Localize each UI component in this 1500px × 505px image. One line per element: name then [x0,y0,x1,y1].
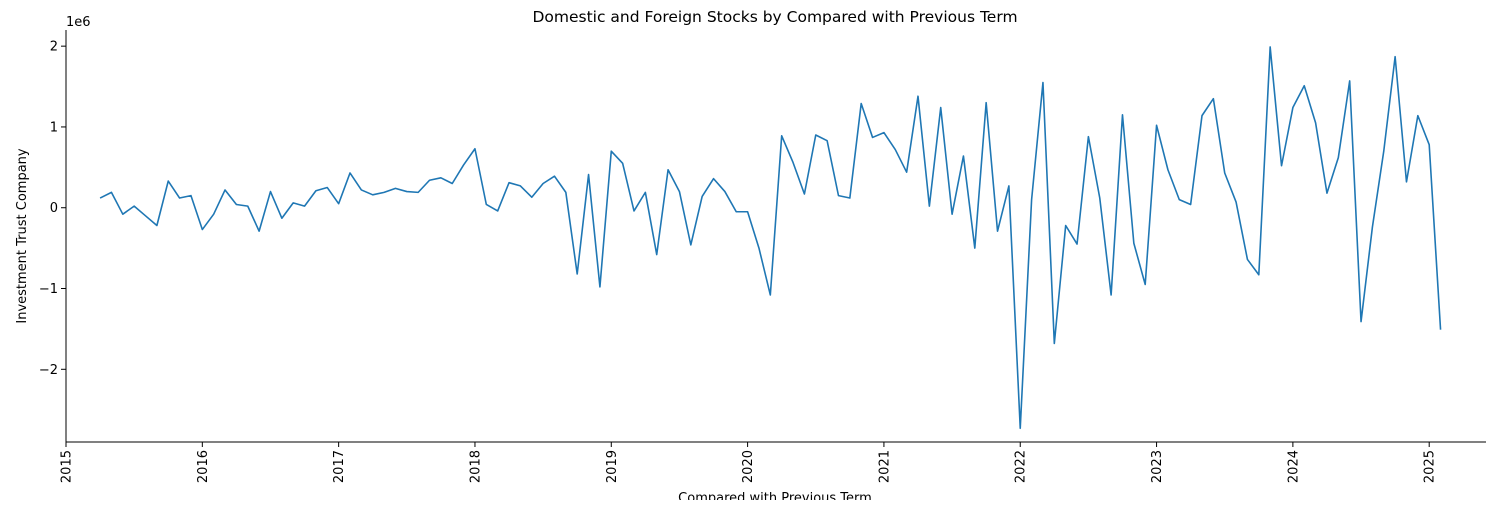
x-tick-label: 2023 [1150,450,1165,483]
y-axis-multiplier: 1e6 [66,15,91,30]
series-line [99,46,1442,430]
y-tick-label: 0 [50,201,58,216]
x-tick-label: 2016 [196,450,211,483]
y-ticks: −2 −1 0 1 2 [39,40,66,378]
x-tick-label: 2024 [1286,450,1301,483]
chart-title: Domestic and Foreign Stocks by Compared … [532,8,1017,26]
y-axis-label: Investment Trust Company [15,148,30,324]
x-tick-label: 2025 [1423,450,1438,483]
x-ticks: 2015 2016 2017 2018 2019 2020 2021 2022 2023 2024… [60,442,1438,483]
x-axis-label: Compared with Previous Term [678,491,872,500]
x-tick-label: 2017 [332,450,347,483]
y-tick-label: 2 [50,40,58,55]
x-tick-label: 2022 [1014,450,1029,483]
x-tick-label: 2021 [877,450,892,483]
y-tick-label: −1 [39,282,58,297]
x-tick-label: 2019 [605,450,620,483]
y-tick-label: −2 [39,363,58,378]
y-tick-label: 1 [50,120,58,135]
x-tick-label: 2018 [468,450,483,483]
x-tick-label: 2015 [60,450,75,483]
x-tick-label: 2020 [741,450,756,483]
